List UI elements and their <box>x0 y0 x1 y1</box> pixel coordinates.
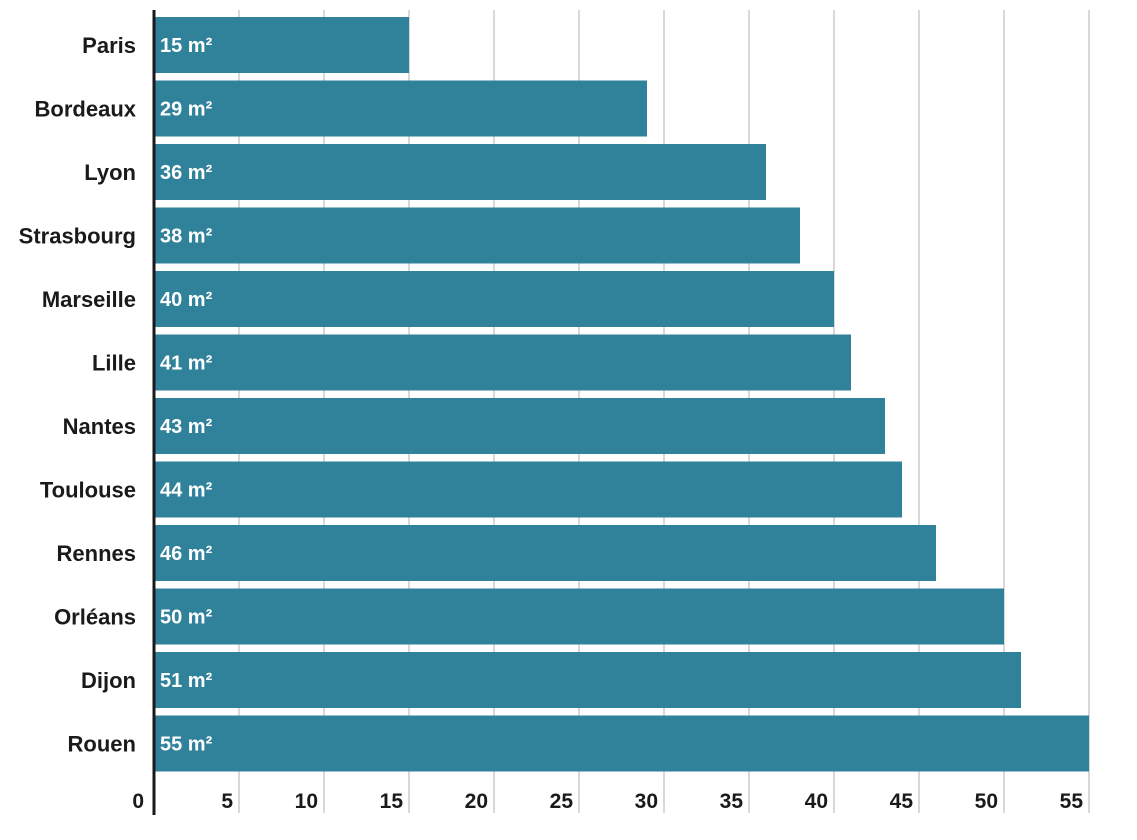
data-label: 15 m² <box>160 35 213 57</box>
data-label: 36 m² <box>160 162 213 184</box>
category-label: Toulouse <box>40 478 136 503</box>
bar <box>154 715 1089 772</box>
x-tick-label: 55 <box>1060 790 1084 813</box>
bar <box>154 525 936 581</box>
category-label: Rouen <box>68 732 136 757</box>
x-tick-label: 50 <box>975 790 998 813</box>
category-label: Marseille <box>42 287 136 312</box>
data-label: 40 m² <box>160 289 213 311</box>
bar <box>154 334 851 391</box>
data-label: 38 m² <box>160 226 213 248</box>
category-label: Strasbourg <box>19 224 136 249</box>
category-label: Rennes <box>57 541 136 566</box>
x-tick-label: 20 <box>465 790 488 813</box>
category-label: Orléans <box>54 605 136 630</box>
x-tick-label: 30 <box>635 790 658 813</box>
data-label: 50 m² <box>160 607 213 629</box>
category-label: Bordeaux <box>35 97 137 122</box>
x-tick-label: 35 <box>720 790 744 813</box>
category-label: Lille <box>92 351 136 376</box>
category-label: Lyon <box>84 160 136 185</box>
category-label: Nantes <box>63 414 136 439</box>
bar <box>154 144 766 200</box>
data-label: 46 m² <box>160 543 213 565</box>
data-label: 44 m² <box>160 480 213 502</box>
labels: 0 5 10 15 20 25 30 35 40 45 50 55 Paris 15 m² Bordeaux… <box>19 33 1084 813</box>
bar <box>154 17 409 73</box>
data-label: 29 m² <box>160 99 213 121</box>
x-tick-label: 10 <box>295 790 318 813</box>
data-label: 43 m² <box>160 416 213 438</box>
category-label: Dijon <box>81 668 136 693</box>
data-label: 41 m² <box>160 353 213 375</box>
x-tick-label: 15 <box>380 790 404 813</box>
bar <box>154 588 1004 645</box>
data-label: 51 m² <box>160 670 213 692</box>
bar <box>154 271 834 327</box>
x-tick-label: 45 <box>890 790 914 813</box>
bars <box>154 17 1089 772</box>
data-label: 55 m² <box>160 734 213 756</box>
bar <box>154 652 1021 708</box>
bar <box>154 80 647 137</box>
bar <box>154 398 885 454</box>
bar <box>154 207 800 264</box>
category-label: Paris <box>82 33 136 58</box>
x-tick-label: 40 <box>805 790 828 813</box>
x-tick-label: 5 <box>221 790 233 813</box>
x-tick-label: 0 <box>132 790 144 813</box>
bar <box>154 461 902 518</box>
x-tick-label: 25 <box>550 790 574 813</box>
